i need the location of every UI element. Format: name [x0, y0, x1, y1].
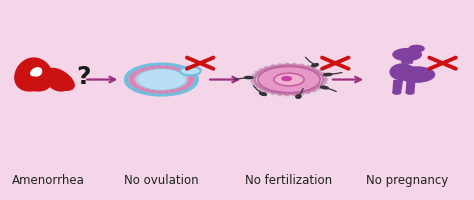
Ellipse shape: [311, 64, 319, 67]
Circle shape: [292, 64, 297, 66]
Circle shape: [393, 91, 401, 95]
Circle shape: [157, 91, 163, 94]
Circle shape: [150, 67, 155, 69]
Circle shape: [176, 69, 182, 71]
Circle shape: [185, 73, 191, 76]
Circle shape: [311, 68, 316, 70]
Ellipse shape: [260, 93, 266, 96]
Circle shape: [255, 86, 260, 88]
Ellipse shape: [409, 49, 417, 54]
Circle shape: [409, 46, 424, 53]
Circle shape: [188, 76, 193, 78]
Text: No pregnancy: No pregnancy: [366, 173, 448, 186]
Circle shape: [252, 75, 257, 77]
Circle shape: [406, 91, 414, 95]
Ellipse shape: [324, 74, 332, 76]
Circle shape: [130, 83, 136, 86]
Circle shape: [182, 87, 187, 89]
Text: Amenorrhea: Amenorrhea: [11, 173, 84, 186]
Circle shape: [130, 75, 136, 77]
Circle shape: [285, 94, 290, 96]
Circle shape: [164, 67, 169, 69]
Circle shape: [144, 68, 149, 70]
Circle shape: [278, 94, 283, 96]
Circle shape: [129, 77, 135, 80]
Circle shape: [278, 65, 283, 67]
Circle shape: [258, 67, 320, 93]
Circle shape: [271, 93, 275, 95]
Circle shape: [138, 88, 144, 90]
Circle shape: [251, 78, 255, 80]
Circle shape: [259, 69, 264, 71]
Circle shape: [299, 65, 304, 67]
Ellipse shape: [245, 77, 253, 79]
Polygon shape: [45, 69, 74, 91]
Circle shape: [188, 79, 194, 81]
Polygon shape: [31, 68, 42, 77]
Circle shape: [271, 66, 275, 68]
Circle shape: [306, 92, 310, 94]
Circle shape: [182, 71, 187, 73]
Circle shape: [157, 66, 163, 69]
Ellipse shape: [320, 87, 328, 89]
Circle shape: [180, 67, 201, 76]
Circle shape: [319, 73, 324, 75]
Polygon shape: [393, 81, 402, 93]
Circle shape: [185, 85, 191, 87]
Circle shape: [170, 67, 176, 70]
Circle shape: [316, 88, 321, 90]
FancyBboxPatch shape: [402, 58, 412, 64]
Circle shape: [129, 80, 135, 83]
Circle shape: [144, 90, 149, 92]
Circle shape: [292, 94, 297, 96]
Circle shape: [134, 72, 139, 74]
Circle shape: [306, 66, 310, 68]
Ellipse shape: [390, 65, 415, 81]
Circle shape: [255, 72, 260, 74]
Circle shape: [399, 68, 435, 83]
Circle shape: [322, 82, 327, 84]
Circle shape: [282, 77, 292, 81]
Circle shape: [170, 90, 176, 93]
Circle shape: [251, 81, 255, 83]
Circle shape: [138, 70, 144, 72]
Circle shape: [252, 84, 257, 86]
Text: No ovulation: No ovulation: [124, 173, 199, 186]
Polygon shape: [15, 59, 53, 91]
Circle shape: [319, 85, 324, 87]
Circle shape: [393, 49, 421, 61]
Circle shape: [311, 90, 316, 92]
Circle shape: [322, 79, 327, 81]
Polygon shape: [406, 81, 415, 93]
Circle shape: [259, 89, 264, 91]
Ellipse shape: [296, 95, 301, 99]
Circle shape: [264, 67, 269, 69]
Circle shape: [274, 74, 304, 86]
Circle shape: [139, 71, 184, 90]
Circle shape: [176, 89, 182, 91]
Circle shape: [299, 93, 304, 95]
Circle shape: [322, 79, 327, 81]
Text: No fertilization: No fertilization: [246, 173, 333, 186]
Circle shape: [134, 86, 139, 88]
Circle shape: [164, 91, 169, 94]
Circle shape: [264, 91, 269, 93]
Circle shape: [247, 63, 330, 98]
Text: ?: ?: [76, 64, 91, 88]
Circle shape: [188, 82, 193, 84]
Circle shape: [322, 76, 327, 78]
Circle shape: [316, 71, 321, 73]
Circle shape: [285, 64, 290, 66]
Circle shape: [188, 79, 194, 81]
Circle shape: [150, 91, 155, 93]
